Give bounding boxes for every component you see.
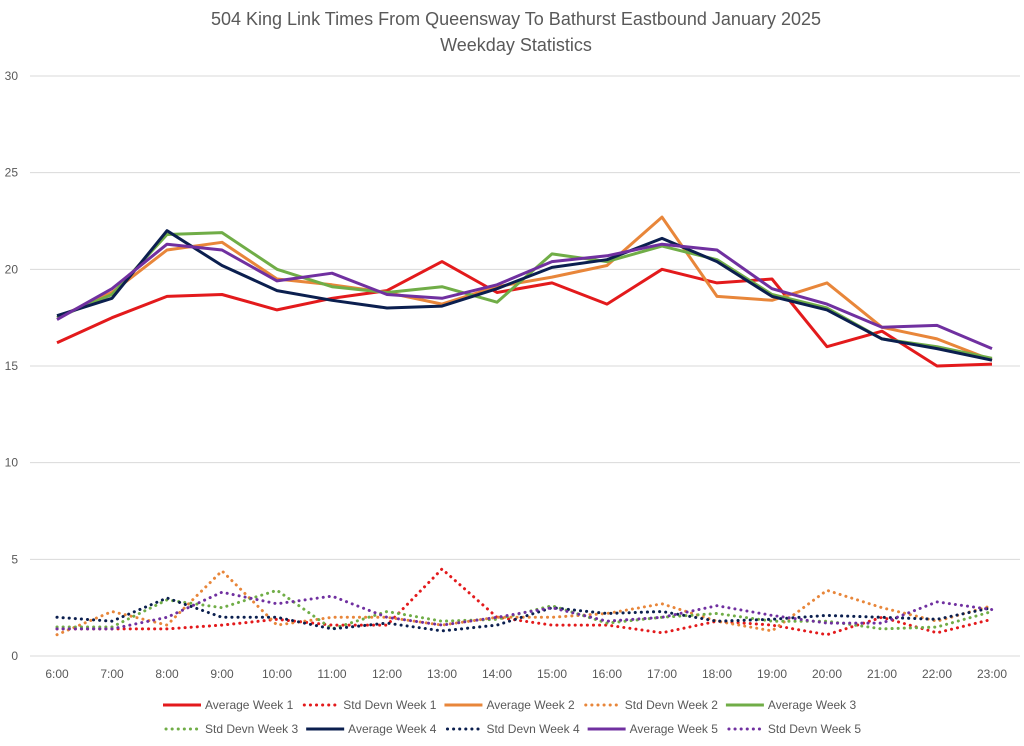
legend-label: Average Week 1 [205, 698, 294, 712]
y-tick-label: 10 [5, 456, 19, 470]
x-tick-label: 9:00 [210, 667, 234, 681]
series-line-average-week-1 [56, 260, 993, 368]
gridlines [30, 75, 1020, 657]
legend-label: Std Devn Week 2 [625, 698, 718, 712]
x-tick-label: 20:00 [812, 667, 842, 681]
series-line-std-devn-week-4 [55, 596, 994, 633]
legend-item-average-week-4: Average Week 4 [306, 722, 437, 736]
y-tick-label: 15 [5, 359, 19, 373]
series [55, 215, 994, 637]
series-line-average-week-4 [56, 229, 993, 362]
legend-label: Std Devn Week 5 [768, 722, 861, 736]
x-tick-label: 7:00 [100, 667, 124, 681]
series-line-std-devn-week-2 [55, 569, 994, 637]
x-tick-label: 14:00 [482, 667, 512, 681]
legend-item-average-week-3: Average Week 3 [725, 698, 857, 712]
legend: Average Week 1 Std Devn Week 1 Average Wee… [163, 698, 861, 736]
series-line-std-devn-week-5 [55, 590, 994, 631]
x-tick-label: 10:00 [262, 667, 292, 681]
x-tick-label: 16:00 [592, 667, 622, 681]
series-line-std-devn-week-1 [55, 567, 994, 637]
x-tick-label: 12:00 [372, 667, 402, 681]
x-tick-label: 23:00 [977, 667, 1007, 681]
x-tick-label: 15:00 [537, 667, 567, 681]
legend-item-std-devn-week-3: Std Devn Week 3 [164, 722, 298, 736]
x-tick-label: 6:00 [45, 667, 69, 681]
legend-item-std-devn-week-2: Std Devn Week 2 [584, 698, 718, 712]
legend-label: Average Week 2 [486, 698, 575, 712]
legend-label: Std Devn Week 4 [486, 722, 579, 736]
x-tick-label: 19:00 [757, 667, 787, 681]
legend-label: Average Week 3 [768, 698, 857, 712]
legend-label: Std Devn Week 3 [205, 722, 298, 736]
y-tick-label: 5 [11, 552, 18, 566]
x-tick-label: 18:00 [702, 667, 732, 681]
y-tick-label: 30 [5, 69, 19, 83]
chart-title: 504 King Link Times From Queensway To Ba… [211, 9, 821, 29]
series-line-average-week-2 [56, 215, 993, 362]
legend-label: Std Devn Week 1 [343, 698, 436, 712]
x-tick-label: 17:00 [647, 667, 677, 681]
x-tick-label: 13:00 [427, 667, 457, 681]
legend-item-std-devn-week-4: Std Devn Week 4 [445, 722, 580, 736]
chart-subtitle: Weekday Statistics [440, 35, 592, 55]
x-axis: 6:00 7:00 8:00 9:00 10:00 11:00 12:00 13:00 14:0… [45, 667, 1007, 681]
x-tick-label: 8:00 [155, 667, 179, 681]
y-tick-label: 25 [5, 166, 19, 180]
x-tick-label: 11:00 [317, 667, 346, 681]
series-line-average-week-5 [56, 242, 993, 350]
y-axis: 0 5 10 15 20 25 30 [5, 69, 19, 663]
y-tick-label: 0 [11, 649, 18, 663]
legend-item-average-week-5: Average Week 5 [587, 722, 719, 736]
legend-item-average-week-2: Average Week 2 [444, 698, 575, 712]
legend-item-std-devn-week-1: Std Devn Week 1 [302, 698, 437, 712]
legend-item-std-devn-week-5: Std Devn Week 5 [727, 722, 861, 736]
legend-label: Average Week 4 [348, 722, 437, 736]
x-tick-label: 22:00 [922, 667, 952, 681]
legend-label: Average Week 5 [630, 722, 719, 736]
y-tick-label: 20 [5, 262, 19, 276]
x-tick-label: 21:00 [867, 667, 897, 681]
legend-item-average-week-1: Average Week 1 [163, 698, 294, 712]
